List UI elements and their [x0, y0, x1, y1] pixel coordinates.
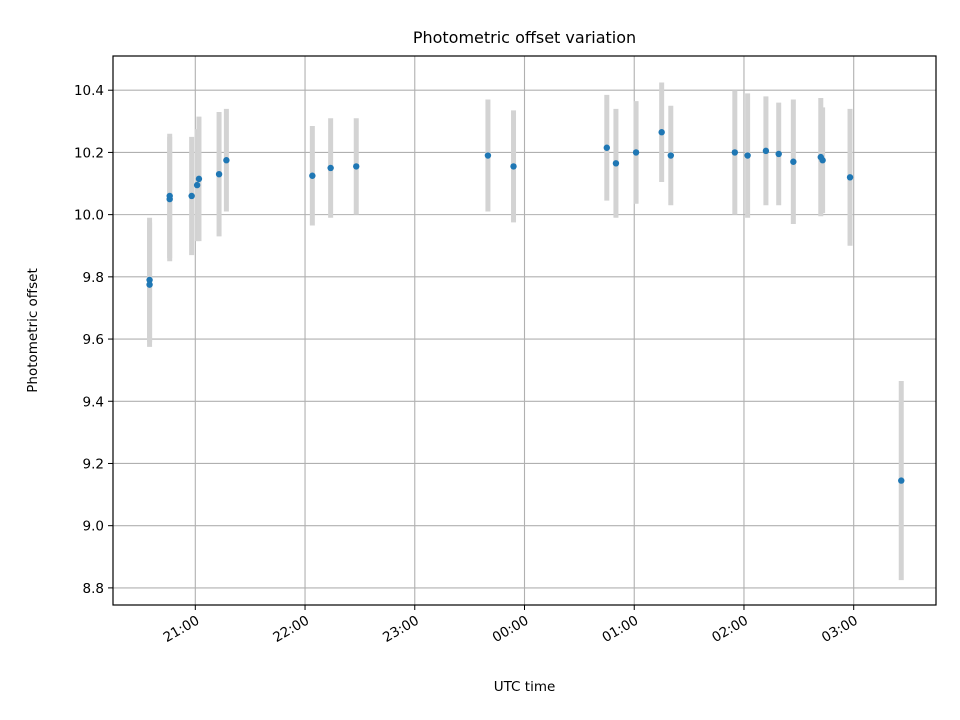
y-tick-label: 8.8 [83, 581, 104, 597]
y-axis-ticks: 8.8 9.0 9.2 9.4 9.6 9.8 10.0 10.2 10.4 [74, 83, 113, 597]
data-point [223, 157, 230, 164]
y-axis-label: Photometric offset [25, 268, 41, 392]
data-point [775, 150, 782, 158]
data-point [846, 174, 854, 181]
chart-title: Photometric offset variation [413, 28, 636, 47]
y-tick-label: 9.8 [83, 270, 104, 286]
y-tick-label: 9.0 [83, 519, 104, 535]
data-point [667, 152, 675, 159]
data-point [215, 170, 223, 178]
y-tick-label: 9.2 [83, 456, 104, 472]
data-points [146, 129, 905, 484]
data-point [898, 477, 905, 484]
data-point [195, 175, 203, 183]
data-point [510, 163, 517, 170]
data-point [819, 157, 826, 164]
y-tick-label: 9.6 [83, 332, 104, 348]
data-point [146, 281, 153, 288]
data-point [309, 172, 316, 179]
data-point [658, 129, 665, 136]
data-point [790, 158, 797, 165]
data-point [193, 181, 201, 189]
data-point [612, 160, 620, 167]
data-point [632, 149, 640, 156]
grid [113, 56, 936, 605]
y-tick-label: 10.2 [74, 145, 104, 161]
data-point [353, 163, 360, 170]
x-axis-label: UTC time [494, 679, 556, 695]
data-point [731, 149, 739, 156]
y-tick-label: 9.4 [83, 394, 104, 410]
data-point [146, 276, 153, 284]
data-point [603, 144, 610, 151]
y-tick-label: 10.4 [74, 83, 104, 99]
y-tick-label: 10.0 [74, 208, 104, 224]
data-point [327, 164, 334, 172]
data-point [484, 152, 492, 159]
data-point [744, 152, 751, 159]
data-point [188, 192, 195, 200]
data-point [166, 192, 173, 200]
data-point [762, 147, 770, 155]
